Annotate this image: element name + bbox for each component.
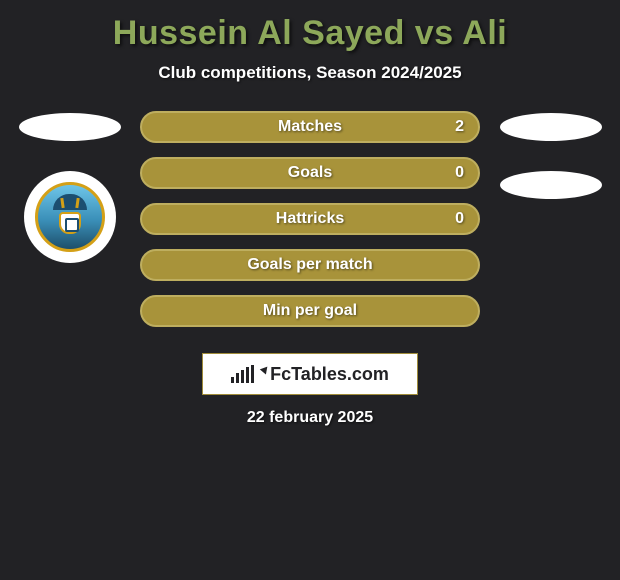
country-flag-placeholder <box>500 171 602 199</box>
club-badge-left <box>24 171 116 263</box>
stat-bar: Hattricks 0 <box>140 203 480 235</box>
stat-label: Min per goal <box>263 302 357 320</box>
right-badge-column <box>498 111 603 199</box>
watermark-arrow-icon <box>260 364 271 375</box>
stat-bar: Goals 0 <box>140 157 480 189</box>
stat-label: Hattricks <box>276 210 344 228</box>
watermark-box: FcTables.com <box>202 353 418 395</box>
stat-value: 2 <box>455 118 464 136</box>
page-title: Hussein Al Sayed vs Ali <box>0 14 620 53</box>
country-flag-placeholder <box>500 113 602 141</box>
content-row: Matches 2 Goals 0 Hattricks 0 Goals per match M… <box>0 111 620 327</box>
left-badge-column <box>17 111 122 263</box>
watermark-text: FcTables.com <box>270 364 389 385</box>
stat-bar: Min per goal <box>140 295 480 327</box>
comparison-infographic: Hussein Al Sayed vs Ali Club competition… <box>0 0 620 437</box>
stat-value: 0 <box>455 164 464 182</box>
watermark-chart-icon <box>231 365 254 383</box>
stat-bars-column: Matches 2 Goals 0 Hattricks 0 Goals per match M… <box>140 111 480 327</box>
footer-date: 22 february 2025 <box>0 409 620 427</box>
stat-label: Goals <box>288 164 332 182</box>
stat-value: 0 <box>455 210 464 228</box>
subtitle: Club competitions, Season 2024/2025 <box>0 63 620 83</box>
stat-bar: Matches 2 <box>140 111 480 143</box>
pyramids-badge-icon <box>35 182 105 252</box>
stat-label: Goals per match <box>247 256 372 274</box>
stat-label: Matches <box>278 118 342 136</box>
stat-bar: Goals per match <box>140 249 480 281</box>
country-flag-placeholder <box>19 113 121 141</box>
